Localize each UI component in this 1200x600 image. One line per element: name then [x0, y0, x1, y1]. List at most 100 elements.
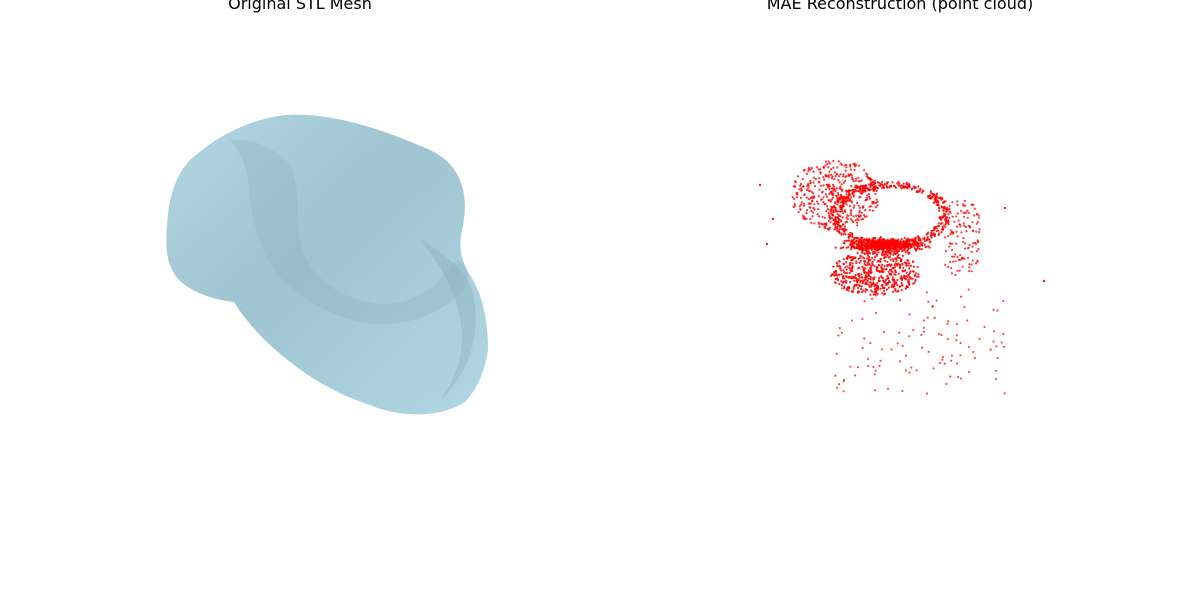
point — [898, 267, 901, 270]
point — [856, 224, 859, 227]
point — [859, 246, 862, 249]
point — [883, 183, 886, 186]
point — [863, 215, 867, 218]
point — [896, 255, 899, 258]
point — [858, 196, 861, 199]
point — [928, 238, 931, 241]
point — [872, 277, 875, 280]
point — [839, 267, 842, 270]
point — [817, 208, 820, 211]
point — [856, 201, 859, 205]
point — [840, 331, 843, 334]
point — [868, 259, 871, 262]
point — [861, 276, 864, 279]
point — [842, 258, 845, 261]
point — [895, 281, 898, 284]
point — [953, 255, 956, 258]
point — [976, 212, 979, 216]
point — [845, 216, 848, 219]
point — [894, 257, 897, 260]
point — [866, 257, 869, 260]
point — [932, 229, 935, 232]
point — [871, 290, 874, 293]
point — [879, 359, 882, 362]
point — [956, 203, 959, 206]
point — [848, 271, 851, 275]
point — [856, 221, 859, 224]
point — [935, 299, 938, 302]
point — [966, 319, 969, 322]
point — [822, 184, 825, 187]
point — [822, 196, 825, 199]
point — [876, 287, 879, 290]
point — [877, 242, 880, 245]
point — [962, 211, 965, 214]
point — [892, 260, 895, 263]
point — [890, 348, 893, 351]
point — [951, 232, 954, 235]
point — [898, 182, 901, 185]
point — [874, 255, 877, 258]
point — [857, 283, 860, 286]
point — [865, 248, 868, 251]
point — [844, 280, 847, 283]
point — [957, 258, 960, 261]
point — [857, 204, 860, 207]
point — [881, 277, 884, 280]
point-cloud-render — [758, 159, 1046, 395]
point — [823, 178, 826, 181]
point — [902, 182, 905, 185]
point — [825, 223, 828, 226]
point — [813, 195, 816, 198]
point — [931, 304, 934, 308]
point — [891, 278, 895, 281]
point — [845, 193, 848, 196]
point — [957, 375, 960, 379]
point — [874, 181, 877, 184]
point — [845, 272, 848, 275]
point — [851, 219, 854, 222]
point — [879, 275, 883, 278]
point — [849, 280, 852, 284]
point — [872, 365, 875, 368]
point — [844, 266, 847, 269]
point — [955, 334, 958, 337]
point — [819, 168, 822, 171]
point — [840, 210, 844, 213]
point — [917, 273, 920, 276]
point — [839, 204, 842, 207]
point — [842, 173, 845, 176]
point — [868, 209, 871, 212]
point — [971, 221, 974, 224]
point — [885, 252, 888, 255]
point — [838, 327, 841, 330]
point — [862, 268, 865, 271]
point — [758, 183, 762, 187]
point — [908, 262, 911, 265]
point — [887, 270, 890, 273]
point — [856, 244, 859, 247]
point — [818, 180, 821, 183]
point — [857, 246, 860, 249]
point — [868, 238, 871, 241]
point — [930, 191, 933, 194]
point — [919, 187, 922, 190]
point — [878, 364, 881, 367]
point — [822, 176, 825, 179]
point — [864, 276, 867, 279]
point — [842, 199, 845, 202]
point — [876, 253, 879, 256]
point — [858, 180, 862, 183]
point — [843, 242, 846, 245]
point — [916, 247, 920, 250]
point — [925, 245, 928, 248]
point — [1002, 300, 1005, 303]
point — [882, 268, 885, 271]
point — [828, 187, 831, 190]
point — [893, 285, 896, 288]
point — [882, 289, 886, 293]
point — [863, 271, 866, 274]
point — [968, 266, 971, 269]
point — [915, 369, 918, 372]
point — [843, 286, 846, 290]
